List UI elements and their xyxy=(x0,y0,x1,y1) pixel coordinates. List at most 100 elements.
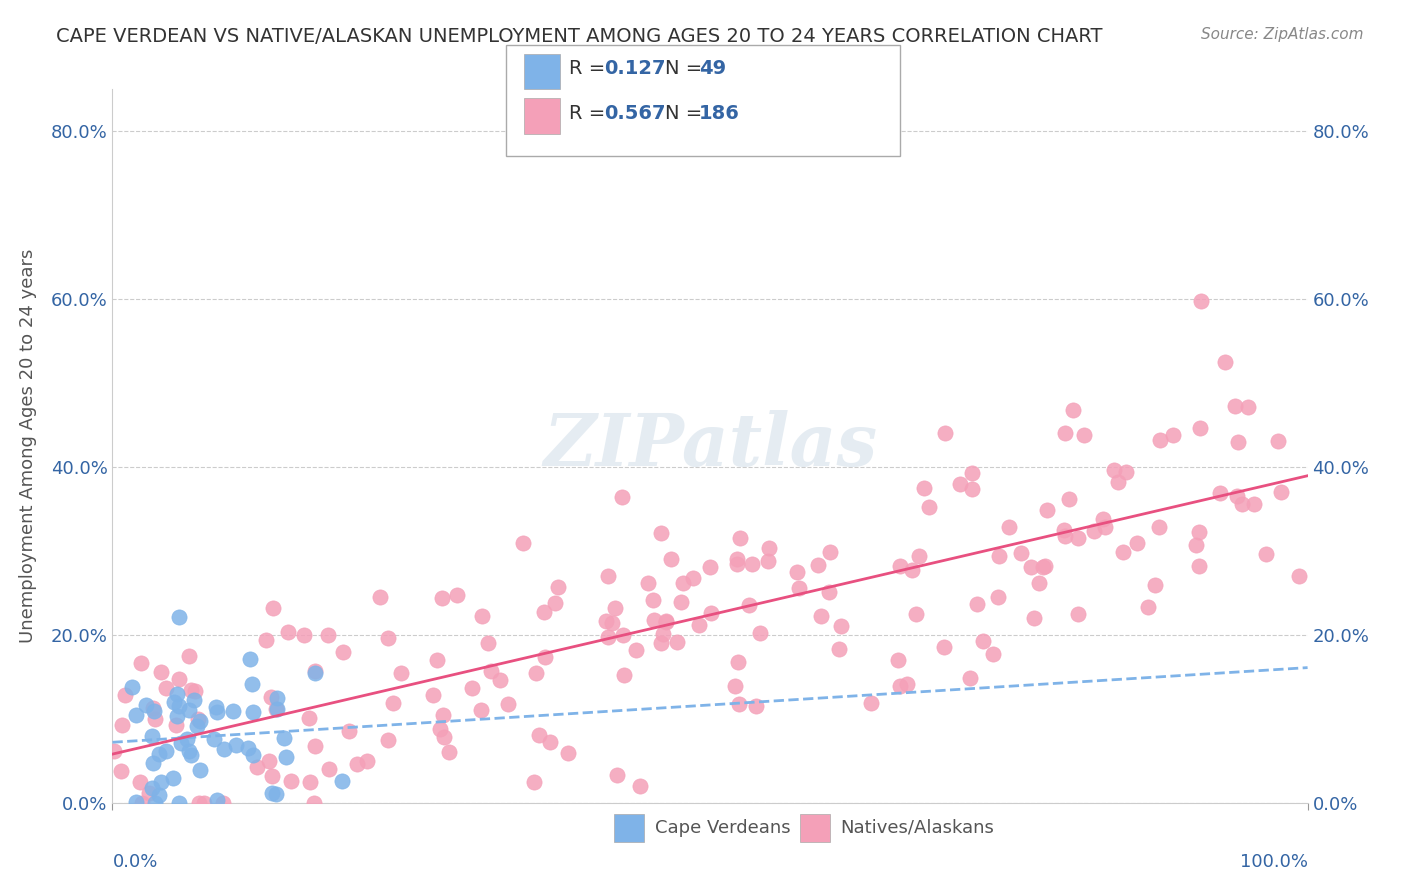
Point xyxy=(1288,569,1310,583)
Point xyxy=(170,736,193,750)
Point xyxy=(652,627,675,641)
Point xyxy=(150,775,173,789)
Point xyxy=(1102,463,1125,477)
Point xyxy=(167,698,190,713)
Point xyxy=(1188,420,1211,434)
Point xyxy=(257,754,280,768)
Text: Natives/Alaskans: Natives/Alaskans xyxy=(841,819,994,837)
Point xyxy=(901,563,924,577)
Point xyxy=(626,643,648,657)
Point xyxy=(887,653,910,667)
Point xyxy=(613,667,636,681)
Point xyxy=(382,696,405,710)
Point xyxy=(225,738,247,752)
Text: Cape Verdeans: Cape Verdeans xyxy=(655,819,790,837)
Point xyxy=(643,613,665,627)
Point xyxy=(661,552,683,566)
Point xyxy=(142,701,165,715)
Point xyxy=(650,636,672,650)
Point xyxy=(610,490,633,504)
Point xyxy=(682,571,704,585)
Point xyxy=(114,688,136,702)
Point xyxy=(889,679,911,693)
Point xyxy=(222,704,245,718)
Point xyxy=(260,690,283,704)
Text: 0.567: 0.567 xyxy=(605,103,666,123)
Point xyxy=(699,560,721,574)
Point xyxy=(818,545,841,559)
Point xyxy=(859,696,882,710)
Point xyxy=(188,763,211,777)
Point xyxy=(280,773,302,788)
Point xyxy=(1091,511,1114,525)
Point xyxy=(166,687,188,701)
Point xyxy=(498,697,520,711)
Point xyxy=(187,796,209,810)
Point xyxy=(1136,599,1159,614)
Point xyxy=(917,500,939,515)
Point xyxy=(211,796,233,810)
Point xyxy=(934,640,956,654)
Point xyxy=(538,735,561,749)
Point xyxy=(332,645,354,659)
Point xyxy=(432,591,454,605)
Point xyxy=(650,525,672,540)
Point xyxy=(738,598,761,612)
Text: ZIPatlas: ZIPatlas xyxy=(543,410,877,482)
Point xyxy=(129,657,152,671)
Point xyxy=(818,584,841,599)
Point xyxy=(183,692,205,706)
Point xyxy=(1184,538,1206,552)
Point xyxy=(655,615,678,629)
Point xyxy=(960,482,983,496)
Point xyxy=(512,536,534,550)
Point xyxy=(437,745,460,759)
Point xyxy=(1107,475,1129,489)
Point xyxy=(1067,532,1090,546)
Point xyxy=(163,695,186,709)
Point xyxy=(628,779,651,793)
Point xyxy=(479,665,502,679)
Point xyxy=(304,665,326,680)
Text: 186: 186 xyxy=(699,103,740,123)
Point xyxy=(129,775,152,789)
Point xyxy=(460,681,482,695)
Point xyxy=(193,796,215,810)
Point xyxy=(1188,524,1211,539)
Point xyxy=(1057,491,1080,506)
Text: R =: R = xyxy=(569,103,612,123)
Point xyxy=(1270,485,1292,500)
Point xyxy=(728,697,751,711)
Point xyxy=(1024,611,1046,625)
Point xyxy=(111,718,134,732)
Point xyxy=(724,679,747,693)
Point xyxy=(830,618,852,632)
Point xyxy=(988,549,1011,563)
Point xyxy=(533,605,555,619)
Point xyxy=(316,628,339,642)
Point xyxy=(266,701,288,715)
Point xyxy=(557,747,579,761)
Point xyxy=(205,792,228,806)
Point xyxy=(377,632,399,646)
Point xyxy=(180,748,202,763)
Point xyxy=(1209,486,1232,500)
Point xyxy=(987,591,1010,605)
Point xyxy=(242,747,264,762)
Point xyxy=(188,714,211,728)
Point xyxy=(125,707,148,722)
Point xyxy=(254,632,277,647)
Point xyxy=(1010,546,1032,560)
Point xyxy=(1227,434,1250,449)
Bar xyxy=(614,814,644,842)
Point xyxy=(1112,545,1135,559)
Point xyxy=(725,552,748,566)
Point xyxy=(262,601,284,615)
Point xyxy=(1223,399,1246,413)
Point xyxy=(180,683,202,698)
Point xyxy=(598,569,620,583)
Point xyxy=(142,756,165,771)
Point xyxy=(998,520,1021,534)
Point xyxy=(186,719,208,733)
Point xyxy=(728,531,751,545)
